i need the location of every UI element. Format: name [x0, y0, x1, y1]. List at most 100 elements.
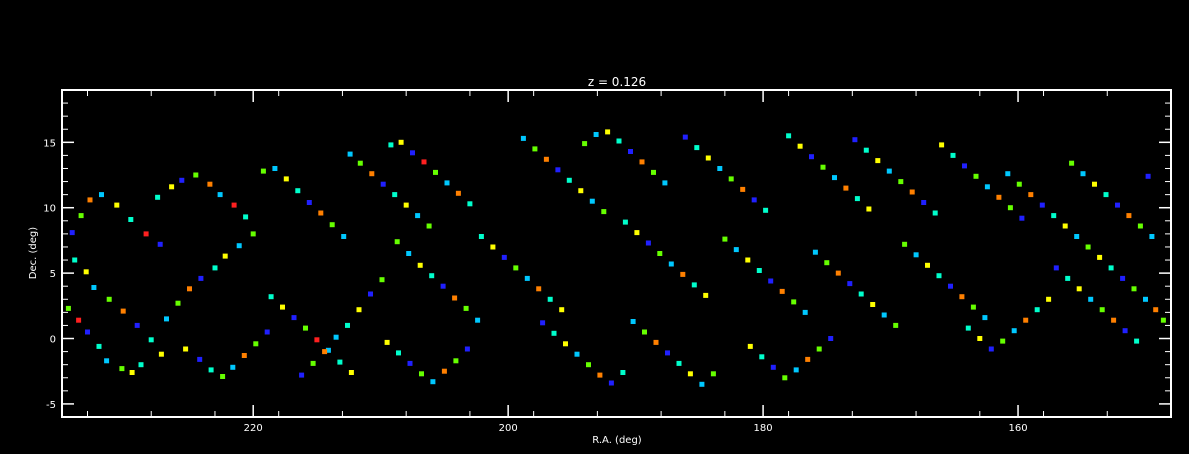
data-point	[630, 319, 636, 324]
data-point	[555, 167, 561, 173]
data-point	[601, 209, 607, 215]
x-tick-label: 160	[1008, 423, 1027, 434]
data-point	[250, 231, 256, 237]
data-point	[455, 190, 461, 196]
data-point	[578, 188, 584, 194]
data-point	[1023, 317, 1029, 323]
data-point	[676, 360, 682, 366]
data-point	[816, 346, 822, 352]
data-point	[143, 231, 149, 237]
data-point	[881, 312, 887, 318]
data-point	[965, 325, 971, 331]
data-point	[207, 181, 213, 187]
data-point	[622, 219, 628, 225]
data-point	[114, 202, 120, 208]
data-point	[85, 329, 90, 335]
data-point	[394, 239, 400, 245]
data-point	[1039, 202, 1045, 208]
data-point	[475, 317, 481, 323]
data-point	[303, 325, 308, 331]
data-point	[268, 294, 274, 300]
data-point	[1053, 265, 1059, 271]
data-point	[668, 261, 674, 267]
data-point	[747, 343, 753, 349]
data-point	[782, 375, 788, 381]
data-point	[898, 179, 904, 185]
data-point	[870, 302, 876, 307]
data-point	[820, 164, 826, 170]
data-point	[970, 304, 976, 310]
data-point	[791, 299, 797, 305]
data-point	[687, 371, 693, 377]
data-point	[426, 223, 432, 229]
data-point	[793, 367, 799, 373]
data-point	[441, 368, 447, 374]
y-axis-label: Dec. (deg)	[28, 227, 39, 279]
data-point	[984, 184, 990, 190]
data-point	[78, 213, 84, 219]
data-point	[691, 282, 697, 288]
data-point	[407, 360, 413, 366]
data-point	[925, 262, 930, 268]
data-point	[662, 180, 668, 186]
data-point	[597, 372, 603, 378]
x-tick-label: 200	[499, 423, 518, 434]
data-point	[104, 358, 110, 364]
data-point	[220, 374, 226, 379]
data-point	[217, 192, 223, 198]
data-point	[574, 351, 580, 357]
data-point	[809, 154, 814, 160]
data-point	[260, 168, 266, 174]
data-point	[589, 198, 595, 204]
data-point	[253, 341, 259, 347]
data-point	[129, 370, 135, 375]
y-tick-label: 15	[43, 138, 56, 149]
data-point	[832, 175, 837, 181]
data-point	[733, 247, 739, 253]
data-point	[653, 339, 659, 345]
x-axis-label: R.A. (deg)	[592, 435, 642, 446]
data-point	[797, 143, 803, 149]
data-point	[745, 257, 751, 263]
data-point	[728, 176, 734, 182]
data-point	[551, 330, 557, 336]
data-point	[368, 291, 373, 297]
data-point	[236, 243, 242, 249]
data-point	[939, 142, 945, 148]
data-point	[680, 271, 686, 277]
data-point	[169, 184, 175, 190]
data-point	[69, 230, 75, 236]
data-point	[478, 234, 484, 239]
data-point	[756, 268, 762, 273]
data-point	[179, 177, 185, 183]
data-point	[155, 194, 161, 200]
data-point	[932, 210, 938, 216]
data-point	[99, 192, 104, 198]
data-point	[348, 370, 354, 375]
data-point	[1000, 338, 1006, 344]
data-point	[299, 372, 305, 378]
data-point	[1149, 234, 1155, 239]
data-point	[921, 200, 927, 205]
data-point	[802, 309, 808, 315]
data-point	[433, 169, 438, 175]
data-point	[751, 197, 757, 203]
data-point	[1103, 192, 1109, 198]
data-point	[410, 150, 415, 156]
data-point	[501, 254, 507, 260]
data-point	[406, 251, 412, 256]
data-point	[421, 159, 427, 165]
data-point	[710, 371, 716, 377]
data-point	[272, 166, 278, 171]
data-point	[628, 149, 633, 154]
data-point	[341, 234, 347, 239]
data-point	[863, 147, 869, 153]
data-point	[740, 186, 746, 192]
data-point	[392, 192, 398, 198]
x-tick-label: 180	[754, 423, 773, 434]
data-point	[280, 304, 285, 310]
data-point	[243, 214, 249, 220]
data-point	[893, 322, 899, 328]
